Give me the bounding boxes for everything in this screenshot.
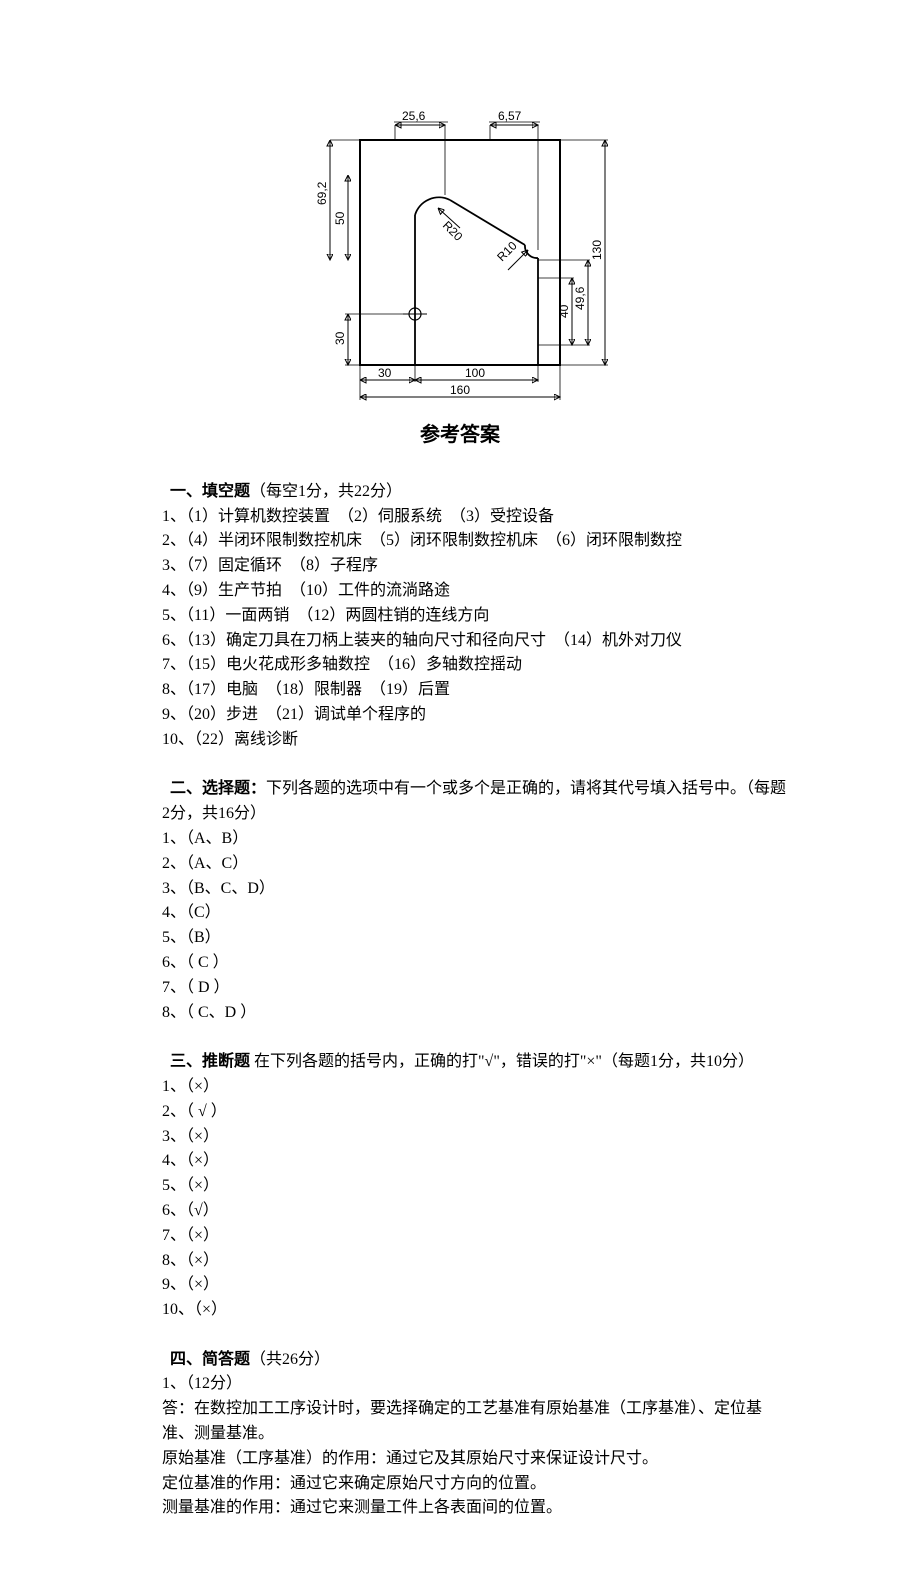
section1-note: （每空1分，共22分） [250,483,402,500]
dim-bot-100: 100 [465,366,485,380]
dim-left-50: 50 [333,211,347,225]
dim-right-130: 130 [590,240,604,260]
s4-q1-l1: 答：在数控加工工序设计时，要选择确定的工艺基准有原始基准（工序基准）、定位基准、… [130,1397,790,1447]
dim-top-right: 6,57 [498,109,522,123]
section1-header-line: 一、填空题（每空1分，共22分） [130,455,790,505]
dim-bot-30: 30 [378,366,392,380]
s4-q1-label: 1、（12分） [130,1372,790,1397]
s2-l2: 2、（A、C） [130,852,790,877]
section1-header: 一、填空题 [170,483,250,500]
s2-l3: 3、（B、C、D） [130,877,790,902]
s2-l4: 4、（C） [130,901,790,926]
s3-l1: 1、（×） [130,1075,790,1100]
s3-l6: 6、（√） [130,1199,790,1224]
dim-r20: R20 [440,218,466,244]
s2-l7: 7、（ D ） [130,976,790,1001]
s1-l1: 1、（1）计算机数控装置 （2）伺服系统 （3）受控设备 [130,505,790,530]
s3-l9: 9、（×） [130,1273,790,1298]
section3-note: 在下列各题的括号内，正确的打"√"，错误的打"×"（每题1分，共10分） [250,1053,754,1070]
section4-header: 四、简答题 [170,1351,250,1368]
s2-l5: 5、（B） [130,926,790,951]
s4-q1-l2: 原始基准（工序基准）的作用：通过它及其原始尺寸来保证设计尺寸。 [130,1447,790,1472]
s4-q1-l3: 定位基准的作用：通过它来确定原始尺寸方向的位置。 [130,1472,790,1497]
s4-q1-l4: 测量基准的作用：通过它来测量工件上各表面间的位置。 [130,1496,790,1521]
answer-key-title: 参考答案 [130,420,790,451]
s1-l10: 10、（22）离线诊断 [130,728,790,753]
section4-note: （共26分） [250,1351,330,1368]
section4-header-line: 四、简答题（共26分） [130,1323,790,1373]
s1-l6: 6、（13）确定刀具在刀柄上装夹的轴向尺寸和径向尺寸 （14）机外对刀仪 [130,629,790,654]
s1-l3: 3、（7）固定循环 （8）子程序 [130,554,790,579]
technical-drawing: R20 R10 25,6 6,57 69,2 50 [130,100,790,410]
s2-l1: 1、（A、B） [130,827,790,852]
s1-l9: 9、（20）步进 （21）调试单个程序的 [130,703,790,728]
s3-l8: 8、（×） [130,1249,790,1274]
dim-bot-160: 160 [450,383,470,397]
dim-r10: R10 [494,238,520,264]
s1-l8: 8、（17）电脑 （18）限制器 （19）后置 [130,678,790,703]
s3-l4: 4、（×） [130,1149,790,1174]
s3-l2: 2、（ √ ） [130,1100,790,1125]
dim-right-40: 40 [557,304,571,318]
section2-header-line: 二、选择题：下列各题的选项中有一个或多个是正确的，请将其代号填入括号中。（每题2… [130,753,790,827]
drawing-svg: R20 R10 25,6 6,57 69,2 50 [290,100,630,410]
s3-l5: 5、（×） [130,1174,790,1199]
section3-header-line: 三、推断题 在下列各题的括号内，正确的打"√"，错误的打"×"（每题1分，共10… [130,1025,790,1075]
s2-l8: 8、（ C、D ） [130,1001,790,1026]
section3-header: 三、推断题 [170,1053,250,1070]
dim-right-49: 49,6 [573,286,587,310]
s3-l3: 3、（×） [130,1125,790,1150]
s1-l7: 7、（15）电火花成形多轴数控 （16）多轴数控摇动 [130,653,790,678]
dim-left-30: 30 [333,331,347,345]
s1-l4: 4、（9）生产节拍 （10）工件的流淌路途 [130,579,790,604]
s2-l6: 6、（ C ） [130,951,790,976]
dim-left-69: 69,2 [315,181,329,205]
s1-l5: 5、（11）一面两销 （12）两圆柱销的连线方向 [130,604,790,629]
dim-top-left: 25,6 [402,109,426,123]
s3-l7: 7、（×） [130,1224,790,1249]
section2-header: 二、选择题： [170,780,266,797]
s1-l2: 2、（4）半闭环限制数控机床 （5）闭环限制数控机床 （6）闭环限制数控 [130,529,790,554]
